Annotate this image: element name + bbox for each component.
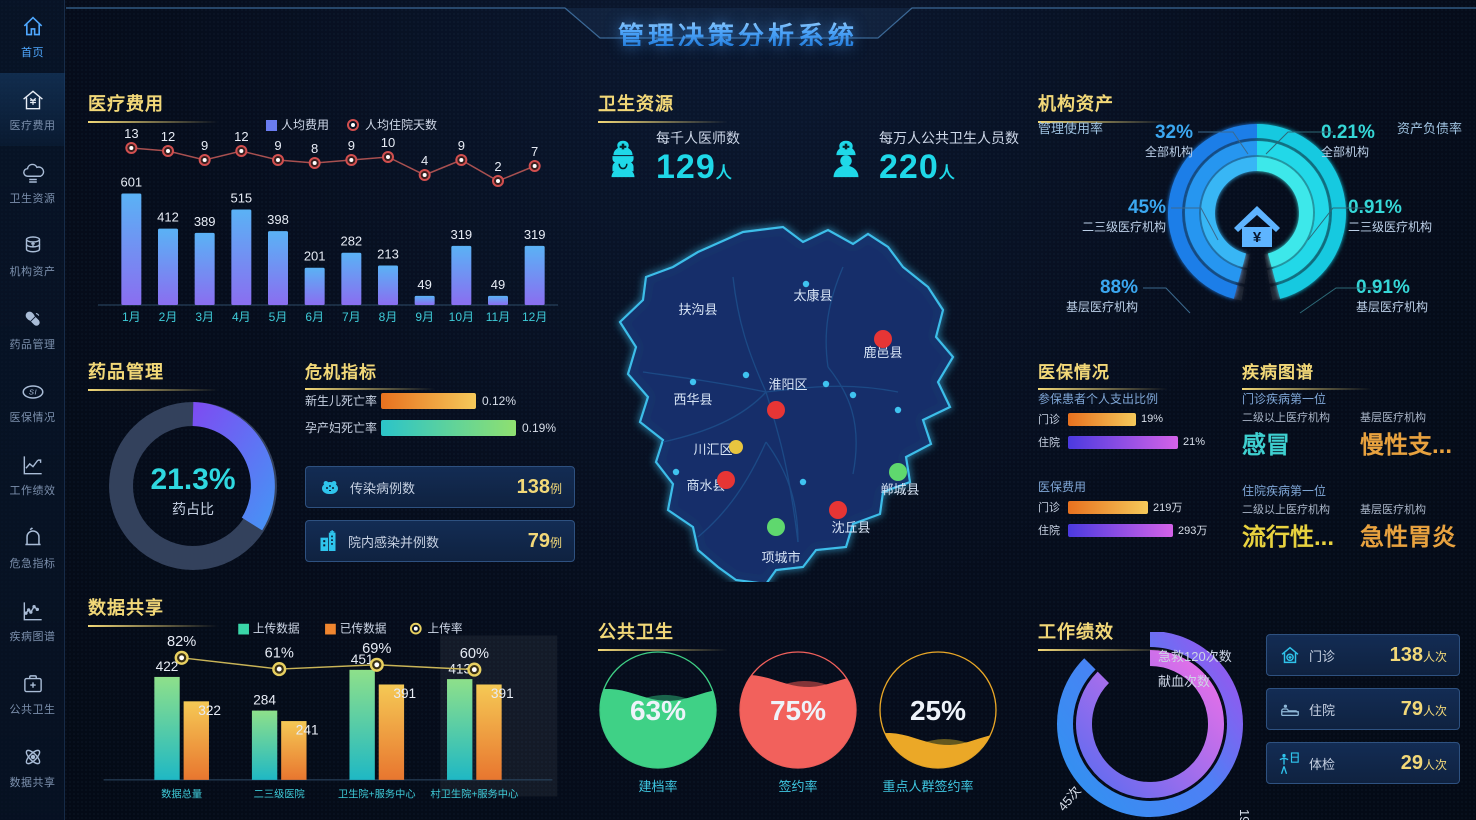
- svg-text:412: 412: [157, 210, 179, 225]
- svg-text:人均费用: 人均费用: [281, 118, 329, 132]
- svg-text:全部机构: 全部机构: [1321, 144, 1369, 159]
- svg-text:太康县: 太康县: [793, 288, 832, 303]
- svg-text:63%: 63%: [630, 695, 686, 726]
- svg-text:已传数据: 已传数据: [340, 622, 387, 636]
- svg-text:上传数据: 上传数据: [253, 622, 300, 636]
- svg-text:389: 389: [194, 214, 216, 229]
- svg-text:4: 4: [421, 153, 428, 168]
- svg-text:75%: 75%: [770, 695, 826, 726]
- svg-text:2月: 2月: [159, 310, 178, 324]
- svg-text:88%: 88%: [1100, 277, 1138, 298]
- svg-text:川汇区: 川汇区: [693, 442, 732, 457]
- svg-text:6月: 6月: [305, 310, 324, 324]
- svg-text:319: 319: [524, 227, 546, 242]
- svg-text:3月: 3月: [195, 310, 214, 324]
- svg-text:10月: 10月: [449, 310, 474, 324]
- svg-text:4月: 4月: [232, 310, 251, 324]
- svg-text:9: 9: [348, 138, 355, 153]
- svg-text:人均住院天数: 人均住院天数: [365, 117, 437, 132]
- svg-text:32%: 32%: [1155, 122, 1193, 143]
- svg-text:9月: 9月: [415, 310, 434, 324]
- svg-text:391: 391: [393, 686, 416, 701]
- svg-text:卫生院+服务中心: 卫生院+服务中心: [338, 787, 416, 800]
- svg-text:全部机构: 全部机构: [1145, 144, 1193, 159]
- svg-text:5月: 5月: [269, 310, 288, 324]
- svg-text:319: 319: [450, 227, 472, 242]
- svg-text:197次: 197次: [1237, 809, 1252, 820]
- svg-text:12月: 12月: [522, 310, 547, 324]
- svg-text:82%: 82%: [167, 634, 196, 650]
- svg-text:391: 391: [491, 686, 514, 701]
- svg-text:8月: 8月: [379, 310, 398, 324]
- svg-text:60%: 60%: [460, 646, 489, 662]
- svg-text:12: 12: [161, 129, 175, 144]
- svg-text:二三级医疗机构: 二三级医疗机构: [1348, 219, 1432, 234]
- svg-text:282: 282: [340, 234, 362, 249]
- svg-text:村卫生院+服务中心: 村卫生院+服务中心: [430, 787, 518, 800]
- svg-text:7月: 7月: [342, 310, 361, 324]
- svg-text:扶沟县: 扶沟县: [678, 302, 717, 317]
- svg-text:49: 49: [417, 277, 431, 292]
- svg-text:二三级医疗机构: 二三级医疗机构: [1082, 219, 1166, 234]
- svg-text:上传率: 上传率: [428, 622, 463, 636]
- svg-text:241: 241: [296, 723, 319, 738]
- svg-text:郸城县: 郸城县: [880, 482, 919, 497]
- svg-text:21.3%: 21.3%: [150, 463, 235, 496]
- svg-text:45%: 45%: [1128, 197, 1166, 218]
- svg-text:13: 13: [124, 126, 138, 141]
- svg-text:8: 8: [311, 141, 318, 156]
- svg-text:1月: 1月: [122, 310, 141, 324]
- svg-text:药占比: 药占比: [172, 501, 214, 517]
- svg-text:项城市: 项城市: [761, 550, 800, 565]
- svg-text:322: 322: [198, 703, 221, 718]
- svg-text:西华县: 西华县: [673, 392, 712, 407]
- svg-text:数据总量: 数据总量: [161, 787, 202, 800]
- svg-text:49: 49: [491, 277, 505, 292]
- svg-text:2: 2: [494, 159, 501, 174]
- svg-text:9: 9: [274, 138, 281, 153]
- svg-text:10: 10: [381, 135, 395, 150]
- svg-text:398: 398: [267, 212, 289, 227]
- svg-text:201: 201: [304, 249, 326, 264]
- svg-text:45次: 45次: [1055, 783, 1084, 814]
- svg-text:69%: 69%: [362, 641, 391, 657]
- svg-text:9: 9: [201, 138, 208, 153]
- svg-text:¥: ¥: [1253, 229, 1262, 246]
- svg-text:284: 284: [253, 693, 276, 708]
- svg-text:11月: 11月: [486, 310, 510, 324]
- svg-text:基层医疗机构: 基层医疗机构: [1356, 299, 1428, 314]
- svg-text:515: 515: [230, 190, 252, 205]
- svg-text:淮阳区: 淮阳区: [768, 377, 807, 392]
- svg-text:沈丘县: 沈丘县: [831, 520, 870, 535]
- svg-text:9: 9: [458, 138, 465, 153]
- svg-text:61%: 61%: [265, 645, 294, 661]
- svg-text:601: 601: [120, 175, 142, 190]
- svg-text:7: 7: [531, 144, 538, 159]
- svg-text:213: 213: [377, 246, 399, 261]
- svg-text:12: 12: [234, 129, 248, 144]
- svg-text:基层医疗机构: 基层医疗机构: [1066, 299, 1138, 314]
- svg-text:二三级医院: 二三级医院: [254, 787, 305, 800]
- svg-text:422: 422: [156, 659, 179, 674]
- svg-text:SI: SI: [28, 387, 37, 396]
- svg-text:25%: 25%: [910, 695, 966, 726]
